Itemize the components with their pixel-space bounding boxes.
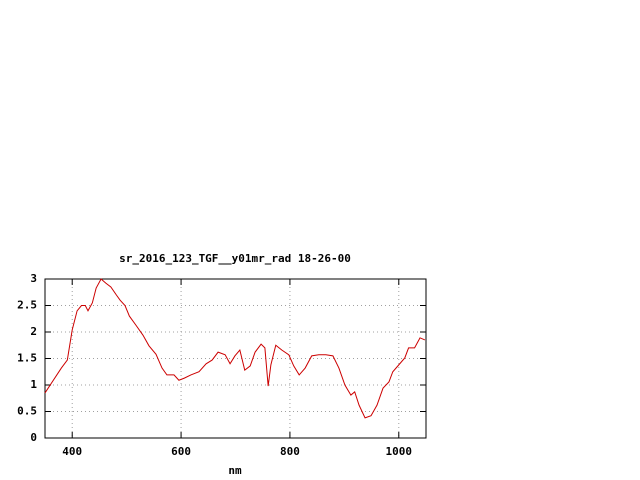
y-tick-label: 3 <box>30 272 37 285</box>
x-tick-label: 600 <box>171 445 191 458</box>
y-tick-label: 2 <box>30 325 37 338</box>
x-axis-label: nm <box>228 464 242 477</box>
chart-title: sr_2016_123_TGF__y01mr_rad 18-26-00 <box>119 252 351 265</box>
y-tick-label: 0 <box>30 431 37 444</box>
plot-border <box>44 278 427 439</box>
y-tick-label: 2.5 <box>17 299 37 312</box>
y-tick-label: 1 <box>30 378 37 391</box>
y-tick-label: 0.5 <box>17 405 37 418</box>
x-tick-label: 400 <box>62 445 82 458</box>
y-tick-label: 1.5 <box>17 352 37 365</box>
x-tick-label: 800 <box>280 445 300 458</box>
data-line <box>44 278 426 419</box>
x-tick-label: 1000 <box>386 445 413 458</box>
